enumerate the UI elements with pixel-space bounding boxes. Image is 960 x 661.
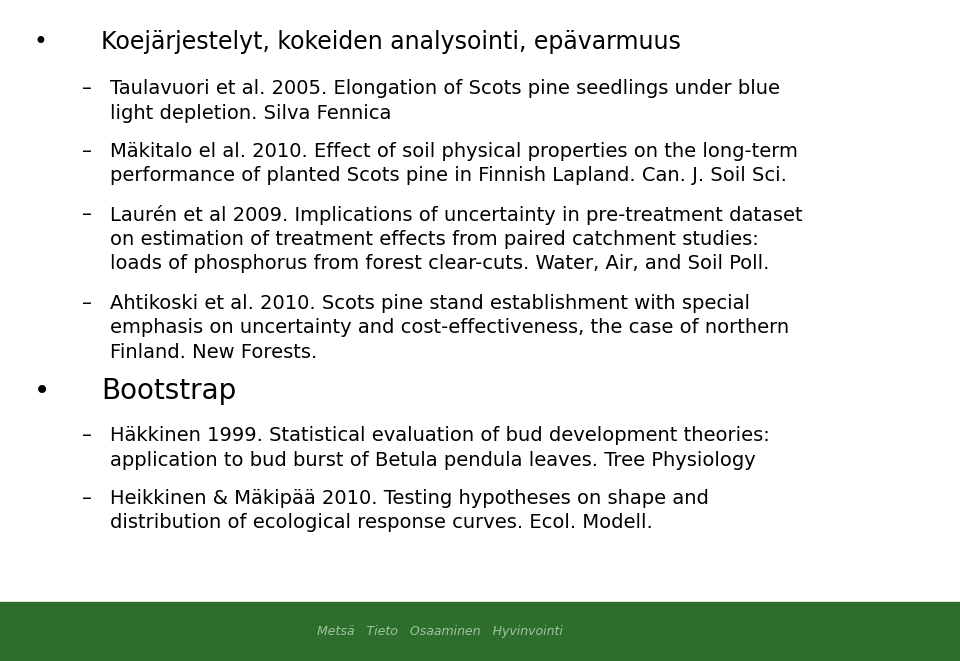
Text: METLA: METLA <box>88 624 146 639</box>
Text: –: – <box>82 205 91 224</box>
Text: Ahtikoski et al. 2010. Scots pine stand establishment with special
emphasis on u: Ahtikoski et al. 2010. Scots pine stand … <box>110 294 789 362</box>
Text: Mäkitalo el al. 2010. Effect of soil physical properties on the long-term
perfor: Mäkitalo el al. 2010. Effect of soil phy… <box>110 142 799 185</box>
Text: –: – <box>82 489 91 508</box>
Text: Taulavuori et al. 2005. Elongation of Scots pine seedlings under blue
light depl: Taulavuori et al. 2005. Elongation of Sc… <box>110 79 780 122</box>
Text: Koejärjestelyt, kokeiden analysointi, epävarmuus: Koejärjestelyt, kokeiden analysointi, ep… <box>101 30 681 54</box>
Text: –: – <box>82 426 91 446</box>
Text: Bootstrap: Bootstrap <box>101 377 236 405</box>
Text: Häkkinen 1999. Statistical evaluation of bud development theories:
application t: Häkkinen 1999. Statistical evaluation of… <box>110 426 770 469</box>
Text: –: – <box>82 294 91 313</box>
Text: Laurén et al 2009. Implications of uncertainty in pre-treatment dataset
on estim: Laurén et al 2009. Implications of uncer… <box>110 205 803 274</box>
Text: •: • <box>34 377 50 405</box>
Circle shape <box>0 606 148 656</box>
Text: –: – <box>82 142 91 161</box>
Text: Metsä   Tieto   Osaaminen   Hyvinvointi: Metsä Tieto Osaaminen Hyvinvointi <box>317 625 563 638</box>
Text: •: • <box>34 30 47 54</box>
Text: Heikkinen & Mäkipää 2010. Testing hypotheses on shape and
distribution of ecolog: Heikkinen & Mäkipää 2010. Testing hypoth… <box>110 489 709 532</box>
Text: –: – <box>82 79 91 98</box>
